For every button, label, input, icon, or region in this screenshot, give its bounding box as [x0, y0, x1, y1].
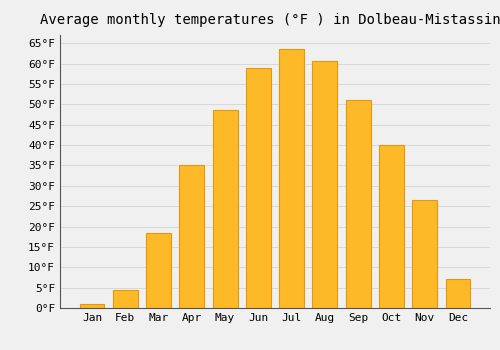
Bar	[180, 166, 204, 308]
Bar	[312, 62, 338, 308]
Bar	[446, 280, 470, 308]
Bar	[379, 145, 404, 308]
Bar	[146, 233, 171, 308]
Title: Average monthly temperatures (°F ) in Dolbeau-Mistassini: Average monthly temperatures (°F ) in Do…	[40, 13, 500, 27]
Bar	[212, 110, 238, 308]
Bar	[246, 68, 271, 308]
Bar	[412, 200, 437, 308]
Bar	[113, 290, 138, 308]
Bar	[279, 49, 304, 308]
Bar	[80, 304, 104, 308]
Bar	[346, 100, 370, 308]
